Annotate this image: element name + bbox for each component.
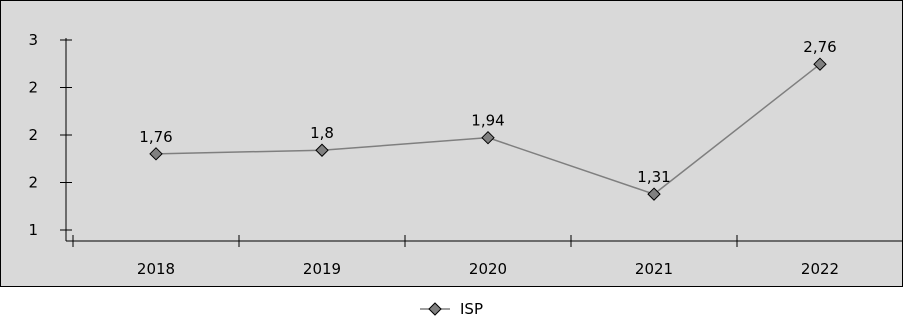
y-tick-label: 2 xyxy=(28,126,38,144)
tick-labels: 3 2 2 2 1 2018 2019 2020 2021 2022 xyxy=(28,31,839,278)
y-tick-label: 3 xyxy=(28,31,38,49)
y-tick-label: 2 xyxy=(28,174,38,192)
x-tick-label: 2020 xyxy=(469,260,507,278)
data-point-marker xyxy=(149,147,163,161)
legend-label: ISP xyxy=(460,300,483,318)
data-label: 1,76 xyxy=(139,128,172,146)
data-point-marker xyxy=(813,57,827,71)
data-point-marker xyxy=(481,130,495,145)
data-point-marker xyxy=(647,187,661,201)
x-tick-label: 2019 xyxy=(303,260,341,278)
x-tick-label: 2018 xyxy=(137,260,175,278)
y-tick-label: 2 xyxy=(28,79,38,97)
data-point-marker xyxy=(315,143,329,157)
legend-marker-icon xyxy=(428,302,442,316)
plot-area xyxy=(0,0,903,287)
data-label: 2,76 xyxy=(803,38,836,56)
y-tick-label: 1 xyxy=(28,221,38,239)
x-tick-label: 2022 xyxy=(801,260,839,278)
series-group: 1,76 1,8 1,94 1,31 2,76 xyxy=(139,38,837,201)
data-label: 1,8 xyxy=(310,124,334,142)
legend: ISP xyxy=(420,300,483,318)
data-label: 1,31 xyxy=(637,168,670,186)
axes xyxy=(60,38,903,247)
x-tick-label: 2021 xyxy=(635,260,673,278)
data-label: 1,94 xyxy=(471,112,504,130)
